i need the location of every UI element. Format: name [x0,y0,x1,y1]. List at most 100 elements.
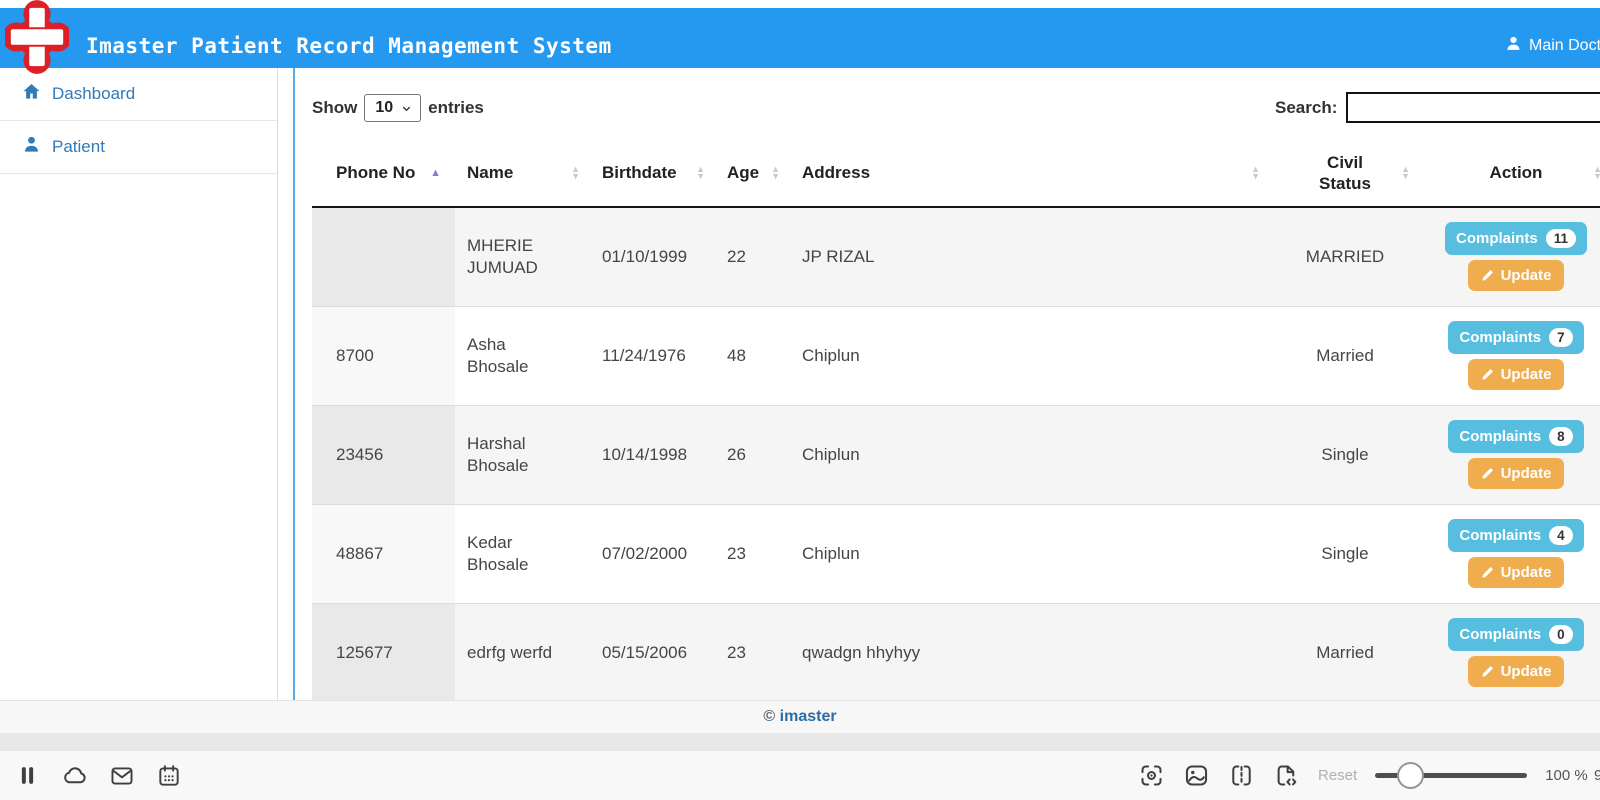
phone-cell: 23456 [312,405,455,505]
name-cell: Harshal Bhosale [455,405,590,505]
copyright-symbol: © [763,708,776,725]
update-button[interactable]: Update [1467,656,1565,687]
zoom-slider-track[interactable] [1375,773,1528,778]
bottom-toolbar: Reset 100 % 9 [0,751,1600,800]
clipped-status-text: 9 [1594,767,1600,784]
header-user[interactable]: Main Doctor [1505,16,1600,76]
entries-label: entries [428,98,484,117]
phone-cell: 125677 [312,603,455,703]
toolbar-right-group: Reset 100 % [1138,751,1588,800]
complaints-button[interactable]: Complaints 11 [1445,222,1587,256]
complaints-button[interactable]: Complaints 8 [1448,420,1584,453]
hospital-logo[interactable] [2,0,72,74]
chevron-down-icon [402,106,411,111]
footer-divider-strip [0,733,1600,751]
birthdate-cell: 01/10/1999 [590,207,715,307]
entries-control: Show 10 entries [312,94,484,122]
age-cell: 23 [715,504,790,604]
sidebar-item-patient[interactable]: Patient [0,121,277,174]
image-icon[interactable] [1183,762,1210,789]
pencil-icon [1481,270,1493,282]
app-header: Imaster Patient Record Management System… [0,8,1600,68]
sort-icon: ▲ ▼ [571,164,580,181]
zoom-slider[interactable] [1375,762,1528,789]
table-row: 8700 Asha Bhosale 11/24/1976 48 Chiplun … [312,306,1600,406]
update-button[interactable]: Update [1467,359,1565,390]
name-cell: MHERIE JUMUAD [455,207,590,307]
birthdate-cell: 11/24/1976 [590,306,715,406]
zoom-level-value: 100 % [1545,767,1588,784]
birthdate-cell: 10/14/1998 [590,405,715,505]
column-header-civil-status[interactable]: Civil Status ▲ ▼ [1270,140,1420,208]
birthdate-cell: 05/15/2006 [590,603,715,703]
phone-cell: 48867 [312,504,455,604]
sidebar-item-dashboard[interactable]: Dashboard [0,68,277,121]
name-cell: edrfg werfd [455,603,590,703]
table-row: 125677 edrfg werfd 05/15/2006 23 qwadgn … [312,603,1600,703]
content-accent-divider [293,68,295,700]
sort-icon: ▲ ▼ [696,164,705,181]
sort-icon: ▲ ▼ [1401,164,1410,181]
complaints-count-badge: 11 [1545,229,1576,249]
top-white-strip [0,0,1600,8]
action-cell: Complaints 0 Update [1420,603,1600,703]
zoom-slider-thumb[interactable] [1397,762,1425,789]
home-icon [22,82,41,106]
pencil-icon [1481,566,1493,578]
calendar-icon[interactable] [155,762,182,789]
age-cell: 22 [715,207,790,307]
column-header-phone[interactable]: Phone No ▲ [312,140,455,208]
update-button[interactable]: Update [1467,260,1565,292]
user-icon [22,135,41,159]
column-header-age[interactable]: Age ▲ ▼ [715,140,790,208]
page-footer: © imaster [0,700,1600,733]
sort-icon: ▲ ▼ [1251,164,1260,181]
birthdate-cell: 07/02/2000 [590,504,715,604]
complaints-count-badge: 4 [1549,526,1573,545]
civil-status-cell: Single [1270,504,1420,604]
code-file-icon[interactable] [1273,762,1300,789]
name-cell: Kedar Bhosale [455,504,590,604]
cloud-icon[interactable] [61,762,88,789]
focus-capture-icon[interactable] [1138,762,1165,789]
action-cell: Complaints 7 Update [1420,306,1600,406]
sidebar: Dashboard Patient [0,68,278,700]
action-cell: Complaints 11 Update [1420,207,1600,307]
complaints-count-badge: 8 [1549,427,1573,446]
table-row: MHERIE JUMUAD 01/10/1999 22 JP RIZAL MAR… [312,207,1600,307]
civil-status-cell: Married [1270,306,1420,406]
address-cell: JP RIZAL [790,207,1270,307]
column-header-name[interactable]: Name ▲ ▼ [455,140,590,208]
complaints-count-badge: 7 [1549,328,1573,347]
mail-icon[interactable] [108,762,135,789]
phone-cell: 8700 [312,306,455,406]
sort-icon: ▲ ▼ [771,164,780,181]
update-button[interactable]: Update [1467,557,1565,588]
phone-cell [312,207,455,307]
address-cell: Chiplun [790,405,1270,505]
search-control: Search: [1275,92,1600,123]
pause-icon[interactable] [14,762,41,789]
column-header-birthdate[interactable]: Birthdate ▲ ▼ [590,140,715,208]
table-header-row: Phone No ▲ Name ▲ ▼ Birthdate ▲ ▼ Age ▲ ▼ A… [312,140,1600,208]
action-cell: Complaints 4 Update [1420,504,1600,604]
header-user-label: Main Doctor [1529,37,1600,54]
footer-brand-link[interactable]: imaster [779,708,837,725]
address-cell: Chiplun [790,306,1270,406]
age-cell: 26 [715,405,790,505]
complaints-button[interactable]: Complaints 0 [1448,618,1584,651]
complaints-button[interactable]: Complaints 7 [1448,321,1584,354]
search-input[interactable] [1346,92,1600,123]
entries-select[interactable]: 10 [364,94,422,122]
show-label: Show [312,98,358,117]
reset-button[interactable]: Reset [1318,767,1358,784]
column-header-address[interactable]: Address ▲ ▼ [790,140,1270,208]
pencil-icon [1481,467,1493,479]
age-cell: 48 [715,306,790,406]
civil-status-cell: Single [1270,405,1420,505]
action-cell: Complaints 8 Update [1420,405,1600,505]
column-header-action[interactable]: Action ▲ ▼ [1420,140,1600,208]
update-button[interactable]: Update [1467,458,1565,489]
split-view-icon[interactable] [1228,762,1255,789]
complaints-button[interactable]: Complaints 4 [1448,519,1584,552]
